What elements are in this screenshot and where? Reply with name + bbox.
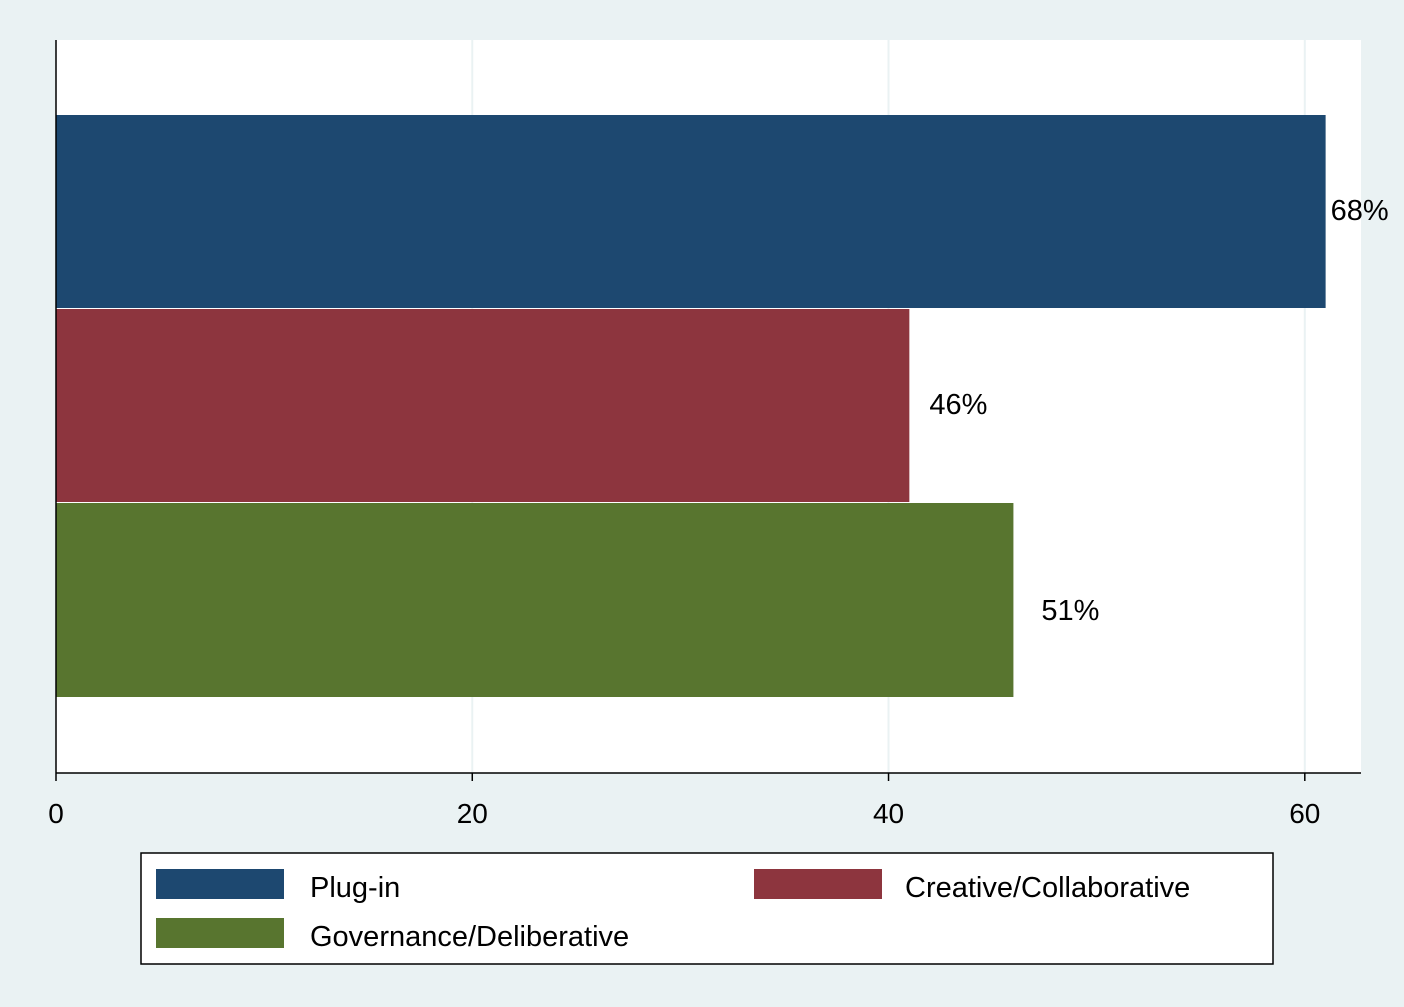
bar-plug-in (56, 115, 1326, 308)
legend-swatch-governance-deliberative (156, 918, 284, 948)
data-label-plug-in: 68% (1331, 195, 1389, 227)
data-labels: 68% 46% 51% (929, 195, 1388, 627)
legend-label-governance-deliberative: Governance/Deliberative (310, 921, 629, 953)
legend-label-creative-collaborative: Creative/Collaborative (905, 872, 1190, 904)
bar-governance-deliberative (56, 503, 1014, 697)
x-axis-ticks: 0 20 40 60 (48, 773, 1320, 829)
x-tick-label-40: 40 (873, 798, 904, 829)
data-label-creative-collaborative: 46% (929, 389, 987, 421)
legend-box (140, 852, 1274, 965)
x-tick-label-20: 20 (457, 798, 488, 829)
bar-creative-collaborative (56, 309, 910, 502)
legend-swatch-plug-in (156, 869, 284, 899)
data-label-governance-deliberative: 51% (1041, 595, 1099, 627)
legend-label-plug-in: Plug-in (310, 872, 400, 904)
bars (56, 115, 1326, 697)
legend: Plug-in Creative/Collaborative Governanc… (140, 852, 1274, 965)
x-tick-label-0: 0 (48, 798, 64, 829)
legend-swatch-creative-collaborative (754, 869, 882, 899)
x-tick-label-60: 60 (1289, 798, 1320, 829)
